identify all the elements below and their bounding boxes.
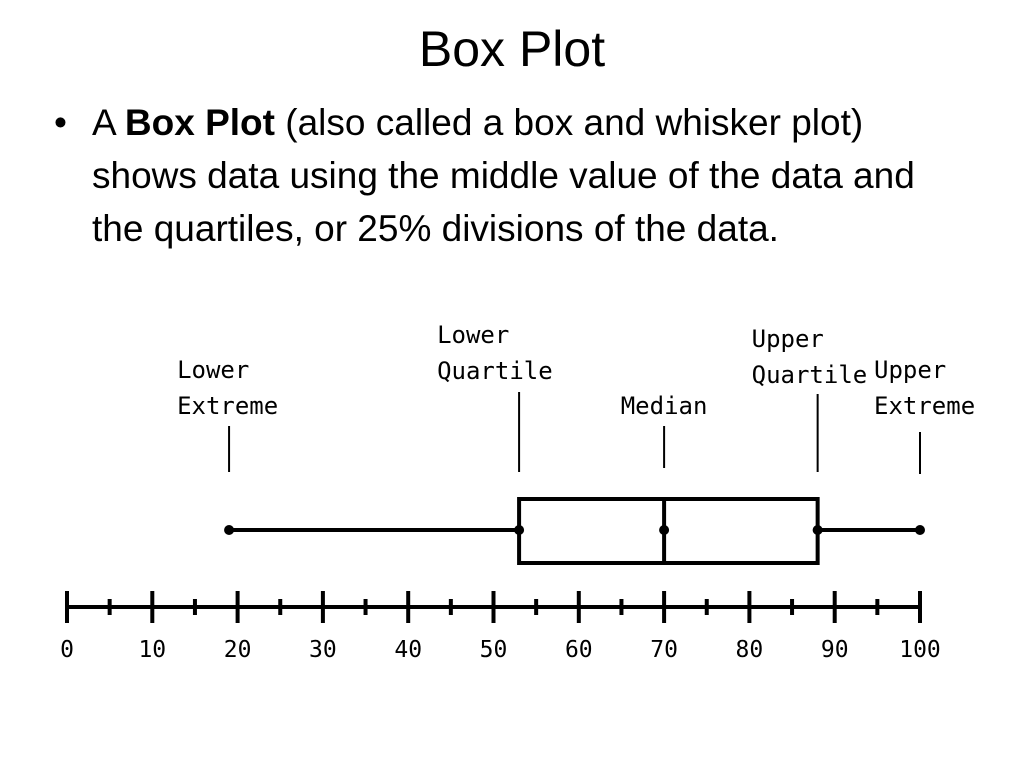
bullet-text: A Box Plot (also called a box and whiske…: [92, 96, 974, 255]
bullet-bold-term: Box Plot: [124, 102, 275, 143]
lower-extreme-label: Extreme: [177, 392, 278, 420]
median-point: [659, 525, 670, 535]
box-plot-diagram: 0 10 20 30 40 50 60 70 80 90 100 Lower Extreme Lower Q…: [60, 321, 975, 663]
upper-quartile-label: Quartile: [752, 361, 868, 389]
tick-label: 90: [821, 637, 849, 663]
bullet-dot-icon: •: [54, 102, 67, 143]
bullet-rest: (also called a box and whisker plot) sho…: [92, 102, 915, 249]
tick-label: 40: [394, 637, 422, 663]
upper-extreme-point: [915, 525, 925, 535]
tick-label: 80: [736, 637, 764, 663]
tick-label: 10: [138, 637, 166, 663]
upper-quartile-label: Upper: [752, 325, 824, 353]
upper-extreme-label: Upper: [874, 356, 946, 384]
bullet-lead: A: [92, 102, 125, 143]
lower-extreme-point: [224, 525, 235, 535]
lower-quartile-label: Lower: [437, 321, 509, 349]
slide-title: Box Plot: [418, 21, 606, 77]
bullet-point: • A Box Plot (also called a box and whis…: [54, 96, 974, 255]
median-label: Median: [621, 392, 708, 420]
upper-extreme-label: Extreme: [874, 392, 975, 420]
lower-extreme-label: Lower: [177, 356, 249, 384]
tick-label: 30: [309, 637, 337, 663]
tick-label: 100: [899, 637, 941, 663]
tick-label: 50: [480, 637, 508, 663]
lower-quartile-point: [514, 525, 525, 535]
tick-label: 0: [60, 637, 74, 663]
tick-label: 20: [224, 637, 252, 663]
upper-quartile-point: [812, 525, 823, 535]
tick-label: 60: [565, 637, 593, 663]
tick-label: 70: [650, 637, 678, 663]
lower-quartile-label: Quartile: [437, 357, 553, 385]
